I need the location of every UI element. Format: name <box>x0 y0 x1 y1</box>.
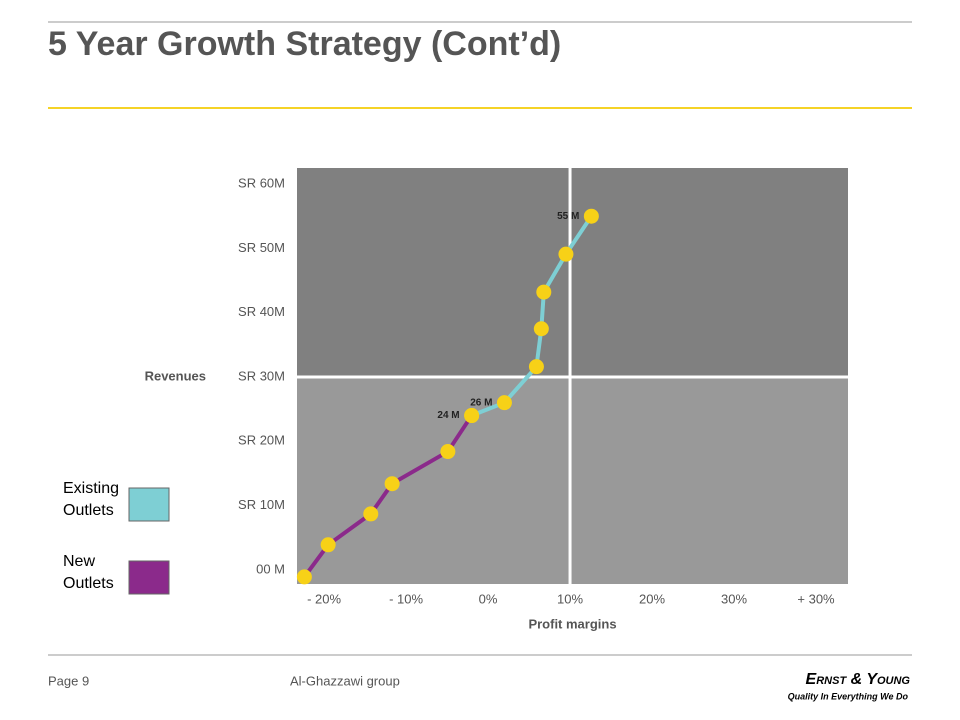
data-point <box>384 476 400 492</box>
data-point <box>320 537 336 553</box>
data-point <box>363 506 379 522</box>
y-tick-label: SR 50M <box>238 240 285 255</box>
value-label: 55 M <box>557 211 579 222</box>
value-label: 26 M <box>470 397 492 408</box>
page-number: Page 9 <box>48 673 89 688</box>
logo: Ernst & Young <box>806 671 911 688</box>
y-tick-label: SR 40M <box>238 304 285 319</box>
y-tick-label: SR 60M <box>238 176 285 191</box>
plot-upper <box>297 168 848 377</box>
legend-label: New Outlets <box>63 553 114 592</box>
y-tick-label: SR 30M <box>238 368 285 383</box>
value-label: 24 M <box>437 410 459 421</box>
x-axis-label: Profit margins <box>528 616 616 631</box>
legend-label: Existing Outlets <box>63 480 120 519</box>
y-tick-label: SR 10M <box>238 497 285 512</box>
data-point <box>558 246 574 262</box>
x-tick-label: + 30% <box>797 591 835 606</box>
data-point <box>440 444 456 460</box>
x-tick-label: 30% <box>721 591 747 606</box>
data-point <box>533 321 549 337</box>
data-point <box>583 208 599 224</box>
y-tick-label: 00 M <box>256 561 285 576</box>
y-tick-label: SR 20M <box>238 433 285 448</box>
plot-lower <box>297 376 848 584</box>
y-axis-label: Revenues <box>145 368 206 383</box>
x-tick-label: - 20% <box>307 591 341 606</box>
logo-tagline: Quality In Everything We Do <box>788 691 909 701</box>
footer-company: Al-Ghazzawi group <box>290 673 400 688</box>
data-point <box>536 284 552 300</box>
x-tick-label: 10% <box>557 591 583 606</box>
data-point <box>296 569 312 585</box>
x-tick-label: - 10% <box>389 591 423 606</box>
legend-swatch <box>128 487 170 522</box>
data-point <box>464 408 480 424</box>
x-tick-label: 20% <box>639 591 665 606</box>
legend-swatch <box>128 560 170 595</box>
slide-title: 5 Year Growth Strategy (Cont’d) <box>48 25 561 63</box>
data-point <box>528 359 544 375</box>
data-point <box>496 395 512 411</box>
x-tick-label: 0% <box>479 591 498 606</box>
